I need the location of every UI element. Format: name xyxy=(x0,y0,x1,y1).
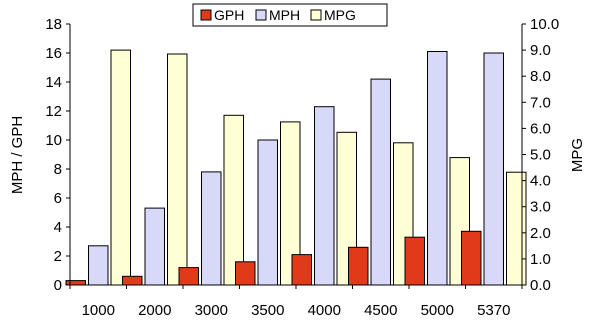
y-axis-title: MPH / GPH xyxy=(9,116,26,194)
bar-gph-3500 xyxy=(235,261,256,286)
right-tick-label: 1.0 xyxy=(530,251,551,268)
left-tick-label: 8 xyxy=(54,161,62,178)
left-tick-label: 18 xyxy=(45,16,62,33)
left-tick-label: 6 xyxy=(54,190,62,207)
left-tick-label: 0 xyxy=(54,277,62,294)
bar-gph-5370 xyxy=(461,230,482,286)
bar-mpg-1000 xyxy=(110,49,131,286)
bar-mpg-5370 xyxy=(506,171,527,286)
right-tick-label: 4.0 xyxy=(530,173,551,190)
legend-label-mpg: MPG xyxy=(324,7,356,23)
right-tick-label: 5.0 xyxy=(530,147,551,164)
x-tick-label: 4500 xyxy=(364,302,397,319)
bars-layer xyxy=(65,49,527,286)
left-tick-label: 2 xyxy=(54,248,62,265)
y2-axis-title: MPG xyxy=(569,138,586,172)
bar-mph-5370 xyxy=(483,52,504,286)
right-tick-label: 2.0 xyxy=(530,225,551,242)
legend: GPH MPH MPG xyxy=(192,3,388,27)
right-tick-label: 7.0 xyxy=(530,94,551,111)
bar-gph-4000 xyxy=(291,254,312,286)
left-tick-label: 16 xyxy=(45,45,62,62)
right-axis-ticks: 0.0 1.0 2.0 3.0 4.0 5.0 6.0 7.0 8.0 9.0 10.0 xyxy=(522,16,559,294)
x-tick-label: 4000 xyxy=(308,302,341,319)
right-tick-label: 0.0 xyxy=(530,277,551,294)
bar-mph-3500 xyxy=(257,139,278,286)
x-tick-label: 5000 xyxy=(421,302,454,319)
left-tick-label: 4 xyxy=(54,219,62,236)
bar-mpg-2000 xyxy=(167,53,188,286)
x-tick-label: 3500 xyxy=(251,302,284,319)
left-tick-label: 10 xyxy=(45,132,62,149)
right-tick-label: 3.0 xyxy=(530,199,551,216)
x-tick-label: 1000 xyxy=(82,302,115,319)
legend-box xyxy=(192,3,388,27)
legend-label-gph: GPH xyxy=(214,7,244,23)
legend-swatch-gph xyxy=(200,9,212,21)
left-axis-ticks: 0 2 4 6 8 10 12 14 16 18 xyxy=(45,16,70,294)
bar-gph-3000 xyxy=(178,267,199,286)
legend-swatch-mpg xyxy=(310,9,322,21)
bar-mph-4000 xyxy=(314,106,335,286)
bar-gph-5000 xyxy=(404,236,425,286)
bar-mph-2000 xyxy=(144,207,165,286)
legend-label-mph: MPH xyxy=(269,7,300,23)
x-tick-label: 5370 xyxy=(477,302,510,319)
bar-gph-4500 xyxy=(348,246,369,286)
x-tick-label: 2000 xyxy=(138,302,171,319)
left-tick-label: 14 xyxy=(45,74,62,91)
right-tick-label: 8.0 xyxy=(530,68,551,85)
left-tick-label: 12 xyxy=(45,103,62,120)
legend-swatch-mph xyxy=(255,9,267,21)
x-tick-label: 3000 xyxy=(195,302,228,319)
x-axis-ticks: 1000 2000 3000 3500 4000 4500 5000 5370 xyxy=(69,285,523,319)
bar-mpg-3000 xyxy=(223,114,244,286)
bar-mph-5000 xyxy=(427,51,448,286)
bar-gph-1000 xyxy=(65,280,86,286)
right-tick-label: 6.0 xyxy=(530,120,551,137)
bar-mph-1000 xyxy=(88,245,109,286)
bar-mph-4500 xyxy=(370,78,391,286)
right-tick-label: 9.0 xyxy=(530,42,551,59)
bar-gph-2000 xyxy=(122,275,143,286)
right-tick-label: 10.0 xyxy=(530,16,559,33)
bar-mph-3000 xyxy=(201,171,222,286)
